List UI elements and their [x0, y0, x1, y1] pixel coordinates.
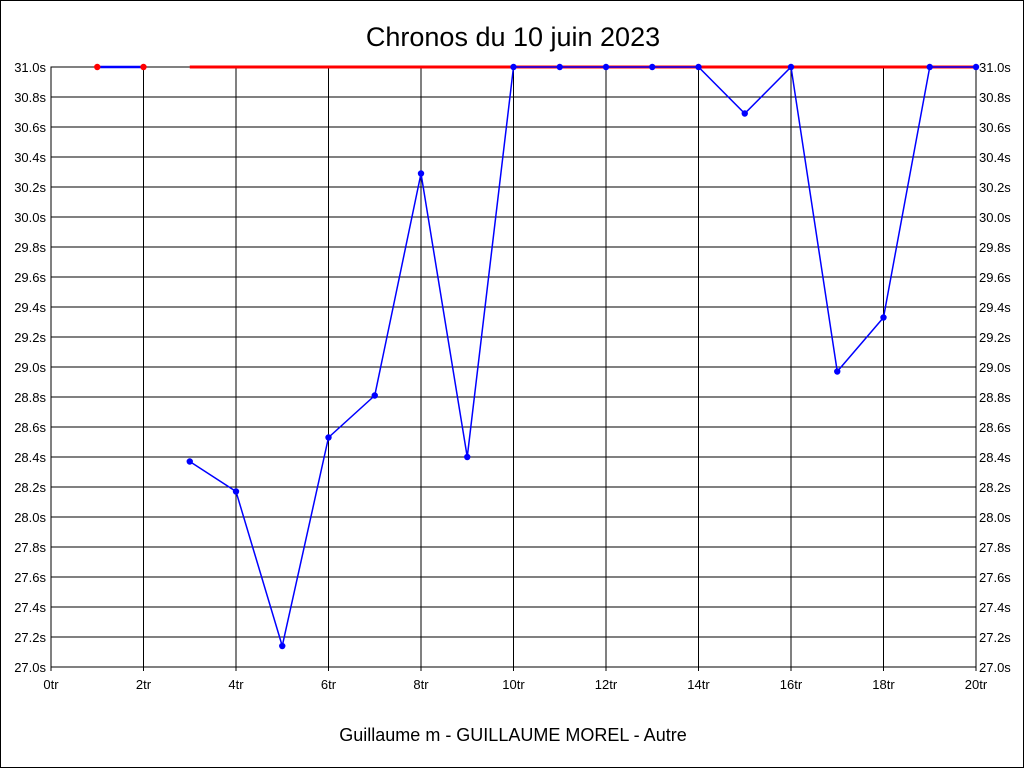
data-point [279, 642, 286, 650]
x-ticks: 0tr 2tr 4tr 6tr 8tr 10tr 12tr 14tr 16tr 18tr 20tr [43, 677, 987, 692]
x-tick-label: 16tr [780, 677, 803, 692]
x-tick-label: 18tr [872, 677, 895, 692]
y-tick-label: 27.0s [14, 660, 46, 675]
blue-series-line [189, 65, 976, 649]
y-tick-label: 27.8s [14, 540, 46, 555]
x-tick-label: 6tr [321, 677, 337, 692]
data-point [834, 368, 841, 375]
data-point [926, 63, 933, 71]
data-point [787, 63, 795, 71]
y-tick-label: 28.2s [14, 480, 46, 495]
y-tick-label: 30.0s [14, 210, 46, 225]
x-tick-label: 12tr [595, 677, 618, 692]
y-tick-label: 30.2s [14, 180, 46, 195]
y-tick-label-right: 27.8s [979, 540, 1011, 555]
y-tick-label-right: 29.0s [979, 360, 1011, 375]
y-tick-label-right: 28.8s [979, 390, 1011, 405]
data-point [972, 63, 980, 71]
y-tick-label: 29.0s [14, 360, 46, 375]
y-tick-label: 30.4s [14, 150, 46, 165]
red-data-point [140, 63, 147, 71]
y-tick-label: 29.8s [14, 240, 46, 255]
y-tick-label: 30.6s [14, 120, 46, 135]
y-tick-label: 27.4s [14, 600, 46, 615]
y-tick-label: 29.4s [14, 300, 46, 315]
y-tick-label-right: 27.4s [979, 600, 1011, 615]
y-tick-label-right: 28.2s [979, 480, 1011, 495]
y-tick-label-right: 30.8s [979, 90, 1011, 105]
y-tick-label-right: 30.2s [979, 180, 1011, 195]
data-point [325, 434, 332, 441]
y-tick-label-right: 31.0s [979, 60, 1011, 75]
y-tick-label-right: 30.6s [979, 120, 1011, 135]
x-tick-label: 14tr [687, 677, 710, 692]
data-point [510, 63, 517, 71]
x-tick-label: 8tr [413, 677, 429, 692]
data-point [371, 392, 378, 399]
data-point [649, 63, 656, 71]
y-tick-label: 28.0s [14, 510, 46, 525]
data-point [186, 458, 193, 465]
y-tick-label-right: 30.4s [979, 150, 1011, 165]
y-tick-label-right: 29.2s [979, 330, 1011, 345]
y-tick-label-right: 28.0s [979, 510, 1011, 525]
y-tick-label-right: 28.4s [979, 450, 1011, 465]
y-tick-label: 28.4s [14, 450, 46, 465]
y-tick-label-right: 27.0s [979, 660, 1011, 675]
x-tick-label: 0tr [43, 677, 59, 692]
y-tick-label: 28.6s [14, 420, 46, 435]
y-tick-label: 28.8s [14, 390, 46, 405]
x-tick-label: 10tr [502, 677, 525, 692]
x-axis-label: Guillaume m - GUILLAUME MOREL - Autre [339, 725, 686, 745]
y-tick-label: 30.8s [14, 90, 46, 105]
data-point [232, 488, 240, 495]
y-tick-label-right: 29.6s [979, 270, 1011, 285]
data-point [880, 314, 887, 321]
red-data-point [94, 63, 101, 71]
y-tick-label-right: 27.6s [979, 570, 1011, 585]
y-tick-label-right: 29.8s [979, 240, 1011, 255]
y-tick-label-right: 28.6s [979, 420, 1011, 435]
y-tick-label: 27.6s [14, 570, 46, 585]
data-point [741, 110, 748, 117]
y-ticks-left: 27.0s 27.2s 27.4s 27.6s 27.8s 28.0s 28.2s 28.4s… [14, 60, 46, 675]
data-point [602, 63, 610, 71]
y-tick-label: 29.6s [14, 270, 46, 285]
x-tick-label: 4tr [228, 677, 244, 692]
data-point [417, 170, 425, 177]
y-tick-label: 31.0s [14, 60, 46, 75]
y-tick-label: 29.2s [14, 330, 46, 345]
y-tick-label-right: 27.2s [979, 630, 1011, 645]
x-tick-label: 2tr [136, 677, 152, 692]
data-point [556, 63, 563, 71]
y-ticks-right: 27.0s 27.2s 27.4s 27.6s 27.8s 28.0s 28.2s 28.4s… [979, 60, 1011, 675]
y-tick-label: 27.2s [14, 630, 46, 645]
chart-title: Chronos du 10 juin 2023 [366, 22, 660, 52]
series-layer [94, 63, 980, 650]
data-point [695, 63, 702, 71]
x-tick-label: 20tr [965, 677, 988, 692]
y-tick-label-right: 30.0s [979, 210, 1011, 225]
y-tick-label-right: 29.4s [979, 300, 1011, 315]
data-point [464, 453, 471, 461]
